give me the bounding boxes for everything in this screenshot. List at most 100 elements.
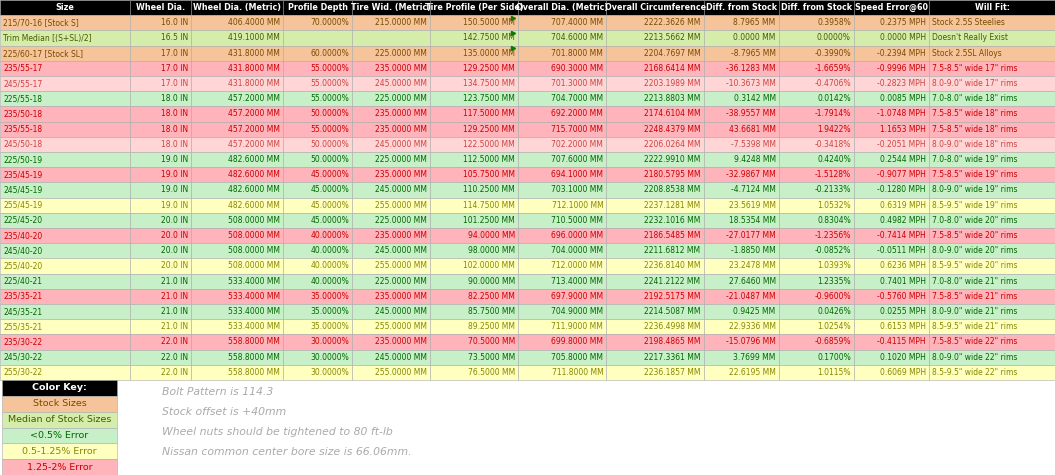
Bar bbox=[191, 274, 283, 289]
Text: 60.0000%: 60.0000% bbox=[310, 49, 349, 57]
Bar bbox=[518, 274, 607, 289]
Bar bbox=[779, 61, 853, 76]
Text: 558.8000 MM: 558.8000 MM bbox=[228, 338, 280, 346]
Bar bbox=[429, 258, 518, 274]
Text: 704.9000 MM: 704.9000 MM bbox=[551, 307, 603, 316]
Text: 8.5-9.5" wide 21" rims: 8.5-9.5" wide 21" rims bbox=[933, 323, 1018, 331]
Text: 20.0 IN: 20.0 IN bbox=[160, 262, 188, 270]
Bar bbox=[607, 61, 704, 76]
Bar bbox=[853, 243, 929, 258]
Bar bbox=[853, 106, 929, 122]
Text: 0.1700%: 0.1700% bbox=[817, 353, 850, 361]
Bar bbox=[352, 46, 429, 61]
Text: Will Fit:: Will Fit: bbox=[975, 3, 1010, 12]
Bar bbox=[283, 46, 352, 61]
Text: 55.0000%: 55.0000% bbox=[310, 79, 349, 88]
Bar bbox=[853, 61, 929, 76]
Bar bbox=[131, 243, 191, 258]
Text: Trim Median [(S+SL)/2]: Trim Median [(S+SL)/2] bbox=[3, 34, 92, 42]
Text: 135.0000 MM: 135.0000 MM bbox=[463, 49, 515, 57]
Bar bbox=[0, 289, 131, 304]
Bar bbox=[607, 274, 704, 289]
Text: 2206.0264 MM: 2206.0264 MM bbox=[644, 140, 701, 149]
Bar bbox=[0, 365, 131, 380]
Bar bbox=[131, 228, 191, 243]
Bar bbox=[704, 182, 779, 198]
Bar bbox=[607, 350, 704, 365]
Text: 0.9425 MM: 0.9425 MM bbox=[733, 307, 775, 316]
Text: 235/55-18: 235/55-18 bbox=[3, 125, 42, 133]
Bar bbox=[704, 198, 779, 213]
Bar bbox=[429, 137, 518, 152]
Text: 19.0 IN: 19.0 IN bbox=[160, 186, 188, 194]
Text: 225.0000 MM: 225.0000 MM bbox=[375, 49, 426, 57]
Bar bbox=[429, 76, 518, 91]
Text: 7.0-8.0" wide 18" rims: 7.0-8.0" wide 18" rims bbox=[933, 95, 1018, 103]
Bar bbox=[929, 122, 1055, 137]
Text: Diff. from Stock: Diff. from Stock bbox=[781, 3, 852, 12]
Text: 225.0000 MM: 225.0000 MM bbox=[375, 155, 426, 164]
Bar bbox=[429, 289, 518, 304]
Bar bbox=[191, 182, 283, 198]
Bar bbox=[929, 319, 1055, 334]
Bar bbox=[191, 0, 283, 15]
Bar bbox=[283, 106, 352, 122]
Text: 16.0 IN: 16.0 IN bbox=[160, 19, 188, 27]
Bar bbox=[518, 106, 607, 122]
Text: 0.6236 MPH: 0.6236 MPH bbox=[880, 262, 926, 270]
Bar bbox=[607, 243, 704, 258]
Text: 23.2478 MM: 23.2478 MM bbox=[729, 262, 775, 270]
Bar bbox=[518, 76, 607, 91]
Bar bbox=[131, 0, 191, 15]
Bar bbox=[518, 46, 607, 61]
Text: -32.9867 MM: -32.9867 MM bbox=[726, 171, 775, 179]
Text: 55.0000%: 55.0000% bbox=[310, 125, 349, 133]
Bar bbox=[929, 0, 1055, 15]
Bar bbox=[779, 76, 853, 91]
Bar bbox=[779, 0, 853, 15]
Bar bbox=[429, 61, 518, 76]
Bar bbox=[0, 137, 131, 152]
Text: 2203.1989 MM: 2203.1989 MM bbox=[644, 79, 701, 88]
Text: 70.0000%: 70.0000% bbox=[310, 19, 349, 27]
Bar bbox=[0, 30, 131, 46]
Bar bbox=[131, 350, 191, 365]
Bar bbox=[704, 76, 779, 91]
Bar bbox=[929, 76, 1055, 91]
Text: 8.0-9.0" wide 21" rims: 8.0-9.0" wide 21" rims bbox=[933, 307, 1018, 316]
Text: 0.0142%: 0.0142% bbox=[818, 95, 850, 103]
Bar bbox=[704, 152, 779, 167]
Bar bbox=[131, 365, 191, 380]
Text: 2192.5175 MM: 2192.5175 MM bbox=[644, 292, 701, 301]
Bar bbox=[0, 91, 131, 106]
Text: 533.4000 MM: 533.4000 MM bbox=[228, 323, 280, 331]
Text: 50.0000%: 50.0000% bbox=[310, 155, 349, 164]
Bar bbox=[607, 213, 704, 228]
Text: 508.0000 MM: 508.0000 MM bbox=[228, 231, 280, 240]
Bar bbox=[352, 167, 429, 182]
Text: 0.0426%: 0.0426% bbox=[817, 307, 850, 316]
Text: 7.5-8.5" wide 19" rims: 7.5-8.5" wide 19" rims bbox=[933, 171, 1018, 179]
Text: -0.9996 MPH: -0.9996 MPH bbox=[877, 64, 926, 73]
Text: 9.4248 MM: 9.4248 MM bbox=[733, 155, 775, 164]
Text: 225.0000 MM: 225.0000 MM bbox=[375, 277, 426, 285]
Bar bbox=[352, 319, 429, 334]
Bar bbox=[2, 428, 117, 443]
Bar bbox=[352, 258, 429, 274]
Bar bbox=[704, 61, 779, 76]
Bar bbox=[853, 46, 929, 61]
Text: 50.0000%: 50.0000% bbox=[310, 110, 349, 118]
Text: 40.0000%: 40.0000% bbox=[310, 277, 349, 285]
Bar bbox=[779, 106, 853, 122]
Bar bbox=[607, 319, 704, 334]
Bar bbox=[429, 15, 518, 30]
Bar bbox=[131, 76, 191, 91]
Bar bbox=[0, 122, 131, 137]
Text: Tire Profile (Per Side): Tire Profile (Per Side) bbox=[424, 3, 523, 12]
Text: 690.3000 MM: 690.3000 MM bbox=[551, 64, 603, 73]
Text: -38.9557 MM: -38.9557 MM bbox=[726, 110, 775, 118]
Text: 702.2000 MM: 702.2000 MM bbox=[552, 140, 603, 149]
Text: 2168.6414 MM: 2168.6414 MM bbox=[644, 64, 701, 73]
Text: 2236.1857 MM: 2236.1857 MM bbox=[644, 368, 701, 377]
Text: 142.7500 MM: 142.7500 MM bbox=[463, 34, 515, 42]
